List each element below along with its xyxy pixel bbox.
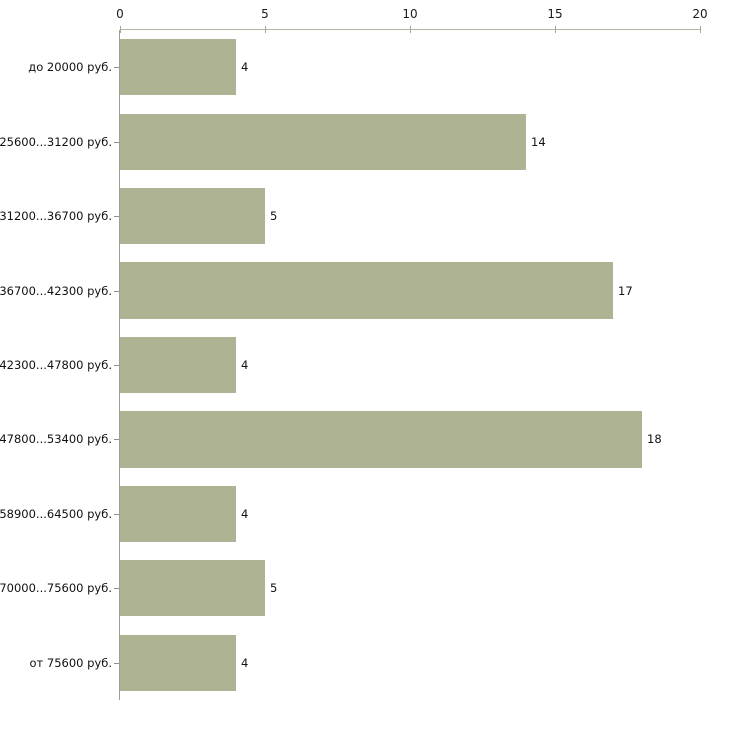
x-axis-tick [265, 26, 266, 33]
x-axis-tick [120, 26, 121, 33]
category-label: до 20000 руб. [28, 60, 112, 75]
x-axis-tick-label: 20 [692, 7, 708, 21]
category-label: от 75600 руб. [29, 655, 112, 670]
bar-value-label: 18 [647, 432, 662, 447]
bar[interactable] [120, 262, 613, 319]
bar[interactable] [120, 411, 642, 468]
category-label: 31200...36700 руб. [0, 209, 112, 224]
bar-value-label: 5 [270, 209, 278, 224]
y-axis-tick [114, 588, 119, 589]
category-label: 47800...53400 руб. [0, 432, 112, 447]
bar-value-label: 17 [618, 283, 633, 298]
y-axis-tick [114, 365, 119, 366]
x-axis-tick [700, 26, 701, 33]
category-label: 36700...42300 руб. [0, 283, 112, 298]
bar[interactable] [120, 336, 236, 394]
y-axis-tick [114, 216, 119, 217]
bar[interactable] [120, 560, 265, 617]
category-label: 25600...31200 руб. [0, 134, 112, 149]
bar[interactable] [120, 188, 265, 245]
bar[interactable] [120, 113, 526, 170]
y-axis-line [119, 30, 120, 700]
bar-value-label: 4 [241, 358, 249, 372]
bar-value-label: 4 [241, 60, 249, 75]
y-axis-tick [114, 439, 119, 440]
bar-value-label: 4 [241, 655, 249, 670]
x-axis-tick-label: 5 [261, 7, 269, 21]
y-axis-tick [114, 67, 119, 68]
bar[interactable] [120, 634, 236, 691]
bar[interactable] [120, 485, 236, 542]
x-axis-tick-label: 10 [402, 7, 418, 21]
y-axis-tick [114, 663, 119, 664]
bar-value-label: 14 [531, 134, 546, 149]
y-axis-tick [114, 142, 119, 143]
x-axis-tick-label: 0 [116, 7, 124, 21]
y-axis-tick [114, 514, 119, 515]
y-axis-tick [114, 291, 119, 292]
bar-value-label: 5 [270, 581, 278, 596]
category-label: 42300...47800 руб. [0, 358, 112, 372]
bar[interactable] [120, 39, 236, 96]
category-label: 70000...75600 руб. [0, 581, 112, 596]
category-label: 58900...64500 руб. [0, 506, 112, 521]
x-axis-tick [410, 26, 411, 33]
x-axis-tick [555, 26, 556, 33]
bar-value-label: 4 [241, 506, 249, 521]
x-axis-tick-label: 15 [547, 7, 563, 21]
